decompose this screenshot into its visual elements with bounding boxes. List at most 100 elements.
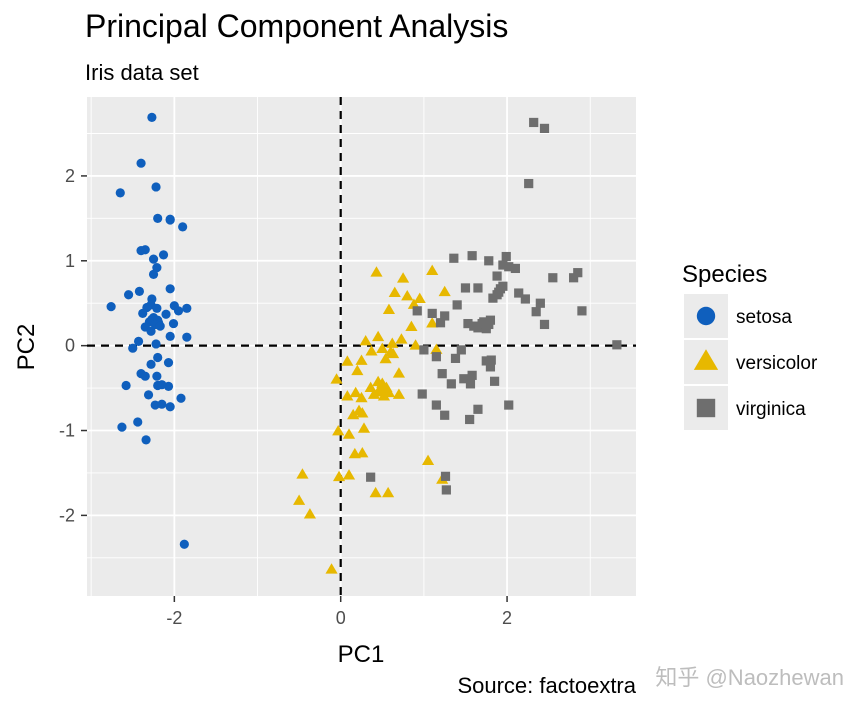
virginica-point bbox=[440, 471, 451, 481]
versicolor-point bbox=[342, 469, 356, 480]
setosa-point bbox=[165, 215, 175, 225]
versicolor-point bbox=[365, 345, 378, 356]
versicolor-point bbox=[348, 447, 361, 459]
setosa-point bbox=[133, 336, 144, 347]
versicolor-point bbox=[401, 290, 414, 301]
setosa-point bbox=[148, 254, 159, 264]
setosa-point bbox=[176, 393, 186, 403]
setosa-point bbox=[165, 284, 175, 294]
setosa-point bbox=[178, 222, 188, 232]
legend: Species setosa versicolor virginica bbox=[682, 261, 818, 430]
virginica-point bbox=[492, 271, 502, 281]
setosa-point bbox=[182, 303, 192, 313]
versicolor-point bbox=[376, 342, 389, 354]
setosa-point bbox=[134, 286, 145, 296]
versicolor-point bbox=[387, 347, 400, 359]
setosa-point bbox=[165, 331, 175, 341]
versicolor-point bbox=[409, 339, 422, 350]
setosa-point bbox=[163, 358, 174, 368]
chart-caption: Source: factoextra bbox=[457, 673, 636, 698]
versicolor-point bbox=[351, 364, 364, 376]
setosa-point bbox=[168, 318, 179, 329]
reference-lines bbox=[87, 97, 636, 596]
versicolor-point bbox=[426, 264, 439, 275]
virginica-point bbox=[539, 319, 550, 330]
virginica-point bbox=[463, 318, 473, 329]
virginica-point bbox=[460, 283, 471, 293]
virginica-point bbox=[494, 287, 504, 297]
setosa-point bbox=[140, 371, 150, 381]
virginica-point bbox=[514, 288, 524, 298]
virginica-point bbox=[498, 260, 508, 270]
versicolor-point bbox=[386, 337, 399, 348]
virginica-point bbox=[529, 117, 539, 128]
chart-subtitle: Iris data set bbox=[85, 60, 199, 85]
versicolor-point bbox=[359, 335, 372, 346]
virginica-point bbox=[441, 485, 451, 495]
versicolor-point bbox=[395, 333, 408, 344]
virginica-point bbox=[520, 294, 530, 304]
virginica-point bbox=[419, 345, 429, 355]
legend-title: Species bbox=[682, 261, 767, 288]
versicolor-point bbox=[355, 391, 368, 403]
versicolor-point bbox=[342, 428, 356, 439]
legend-marker-setosa bbox=[696, 306, 716, 326]
virginica-point bbox=[488, 293, 498, 303]
setosa-point bbox=[182, 332, 192, 342]
x-tick-label: -2 bbox=[166, 608, 182, 628]
virginica-point bbox=[427, 308, 437, 319]
setosa-point bbox=[121, 380, 131, 391]
setosa-point bbox=[151, 339, 161, 349]
virginica-point bbox=[437, 369, 447, 379]
virginica-point bbox=[577, 306, 587, 316]
versicolor-point bbox=[372, 330, 385, 342]
versicolor-point bbox=[421, 454, 435, 466]
setosa-point bbox=[165, 402, 175, 412]
virginica-point bbox=[484, 256, 494, 266]
versicolor-point bbox=[405, 320, 418, 331]
setosa-point bbox=[143, 390, 154, 400]
setosa-point bbox=[158, 250, 169, 260]
versicolor-point bbox=[296, 468, 309, 479]
setosa-point bbox=[136, 246, 146, 256]
setosa-point bbox=[141, 435, 151, 445]
setosa-point bbox=[106, 302, 116, 312]
versicolor-point bbox=[397, 272, 410, 283]
setosa-point bbox=[136, 158, 146, 168]
versicolor-point bbox=[325, 563, 338, 574]
setosa-point bbox=[161, 309, 171, 319]
setosa-point bbox=[157, 380, 167, 390]
virginica-point bbox=[431, 400, 441, 410]
axes: -2 0 2 -2 -1 0 1 2 bbox=[59, 166, 512, 628]
versicolor-point bbox=[426, 317, 439, 328]
versicolor-point bbox=[356, 447, 369, 458]
virginica-point bbox=[510, 263, 520, 274]
legend-marker-versicolor bbox=[693, 349, 719, 370]
setosa-point bbox=[133, 417, 143, 427]
setosa-point bbox=[117, 422, 127, 432]
versicolor-point bbox=[356, 407, 369, 418]
legend-marker-virginica bbox=[696, 398, 716, 418]
setosa-point bbox=[138, 308, 148, 319]
versicolor-point bbox=[332, 424, 345, 436]
legend-label-versicolor: versicolor bbox=[736, 353, 818, 374]
virginica-point bbox=[465, 414, 475, 425]
setosa-point bbox=[157, 399, 167, 409]
virginica-point bbox=[366, 472, 376, 482]
virginica-point bbox=[573, 268, 583, 278]
setosa-point bbox=[152, 303, 162, 313]
versicolor-point bbox=[303, 508, 317, 519]
versicolor-point bbox=[330, 373, 343, 384]
setosa-point bbox=[151, 182, 161, 192]
setosa-point bbox=[153, 352, 163, 363]
virginica-point bbox=[435, 318, 446, 328]
virginica-point bbox=[449, 253, 459, 263]
versicolor-point bbox=[370, 266, 383, 277]
virginica-point bbox=[485, 315, 496, 325]
legend-label-setosa: setosa bbox=[736, 307, 792, 328]
virginica-point bbox=[481, 356, 491, 366]
virginica-point bbox=[452, 300, 462, 310]
versicolor-point bbox=[392, 367, 406, 378]
virginica-point bbox=[477, 318, 487, 329]
